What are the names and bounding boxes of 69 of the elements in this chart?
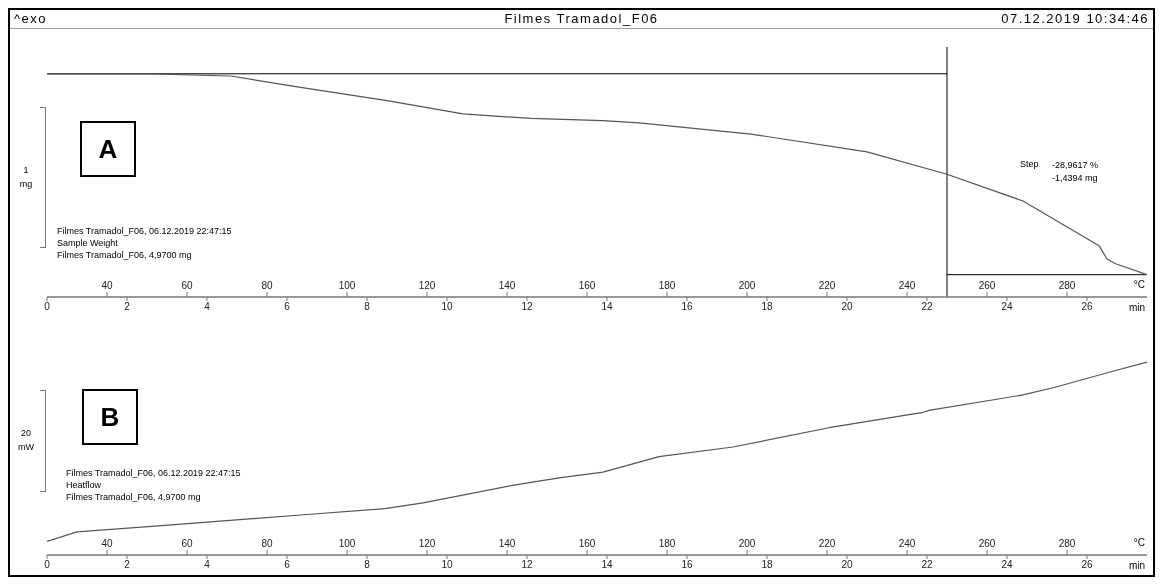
x2-axis-title: °C [1133,279,1145,290]
x2-tick-label: 260 [978,280,996,291]
x2-tick-label: 100 [338,538,356,549]
x2-tick-label: 160 [578,280,596,291]
x-tick-label: 16 [681,559,693,571]
x-tick-label: 14 [601,559,613,571]
x2-tick-label: 220 [818,538,836,549]
x-tick-label: 22 [921,559,933,571]
x2-tick-label: 200 [738,280,756,291]
annotation: A [80,121,136,177]
x2-tick-label: 120 [418,280,436,291]
x-tick-label: 2 [124,559,131,571]
x2-tick-label: 240 [898,538,916,549]
x2-tick-label: 100 [338,280,356,291]
x-tick-label: 8 [364,301,371,313]
x2-tick-label: 120 [418,538,436,549]
x-tick-label: 0 [44,559,51,571]
x-tick-label: 0 [44,301,51,313]
x-axis-title: min [1128,560,1145,571]
x2-axis-title: °C [1133,537,1145,548]
x-tick-label: 2 [124,301,131,313]
x-tick-label: 12 [521,301,533,313]
annotation: -28,9617 % -1,4394 mg [1052,159,1099,185]
x2-tick-label: 60 [181,280,193,291]
x-tick-label: 10 [441,301,453,313]
x-tick-label: 22 [921,301,933,313]
x-tick-label: 20 [841,301,853,313]
x2-tick-label: 80 [261,280,273,291]
x-tick-label: 14 [601,301,613,313]
x-tick-label: 10 [441,559,453,571]
x-tick-label: 20 [841,559,853,571]
x2-tick-label: 280 [1058,280,1076,291]
x-tick-label: 18 [761,559,773,571]
x2-tick-label: 160 [578,538,596,549]
y-axis-title: 20 mW [17,427,35,454]
x2-tick-label: 220 [818,280,836,291]
text: 07.12.2019 10:34:46 [1001,11,1149,26]
x2-tick-label: 280 [1058,538,1076,549]
annotation: Filmes Tramadol_F06, 06.12.2019 22:47:15 Sample Weight Filmes Tramadol_F06, 4,9700 mg [57,225,232,261]
text: ^exo [14,11,48,26]
x2-tick-label: 200 [738,538,756,549]
x-tick-label: 12 [521,559,533,571]
x2-tick-label: 40 [101,280,113,291]
x-tick-label: 4 [204,559,211,571]
x2-tick-label: 60 [181,538,193,549]
x-tick-label: 18 [761,301,773,313]
x-tick-label: 24 [1001,559,1013,571]
x2-tick-label: 140 [498,280,516,291]
x2-tick-label: 80 [261,538,273,549]
x-tick-label: 24 [1001,301,1013,313]
x-tick-label: 4 [204,301,211,313]
x-axis-title: min [1128,302,1145,313]
y-axis-title: 1 mg [18,163,34,191]
annotation: B [82,389,138,445]
annotation: Filmes Tramadol_F06, 06.12.2019 22:47:15 Heatflow Filmes Tramadol_F06, 4,9700 mg [66,467,241,503]
x-tick-label: 6 [284,559,291,571]
x2-tick-label: 260 [978,538,996,549]
chart-title: Filmes Tramadol_F06 [504,11,659,26]
x-tick-label: 6 [284,301,291,313]
annotation: Step [1020,159,1039,169]
x-tick-label: 26 [1081,301,1093,313]
x2-tick-label: 240 [898,280,916,291]
x-tick-label: 26 [1081,559,1093,571]
x2-tick-label: 140 [498,538,516,549]
x2-tick-label: 180 [658,538,676,549]
x2-tick-label: 40 [101,538,113,549]
x2-tick-label: 180 [658,280,676,291]
x-tick-label: 8 [364,559,371,571]
x-tick-label: 16 [681,301,693,313]
